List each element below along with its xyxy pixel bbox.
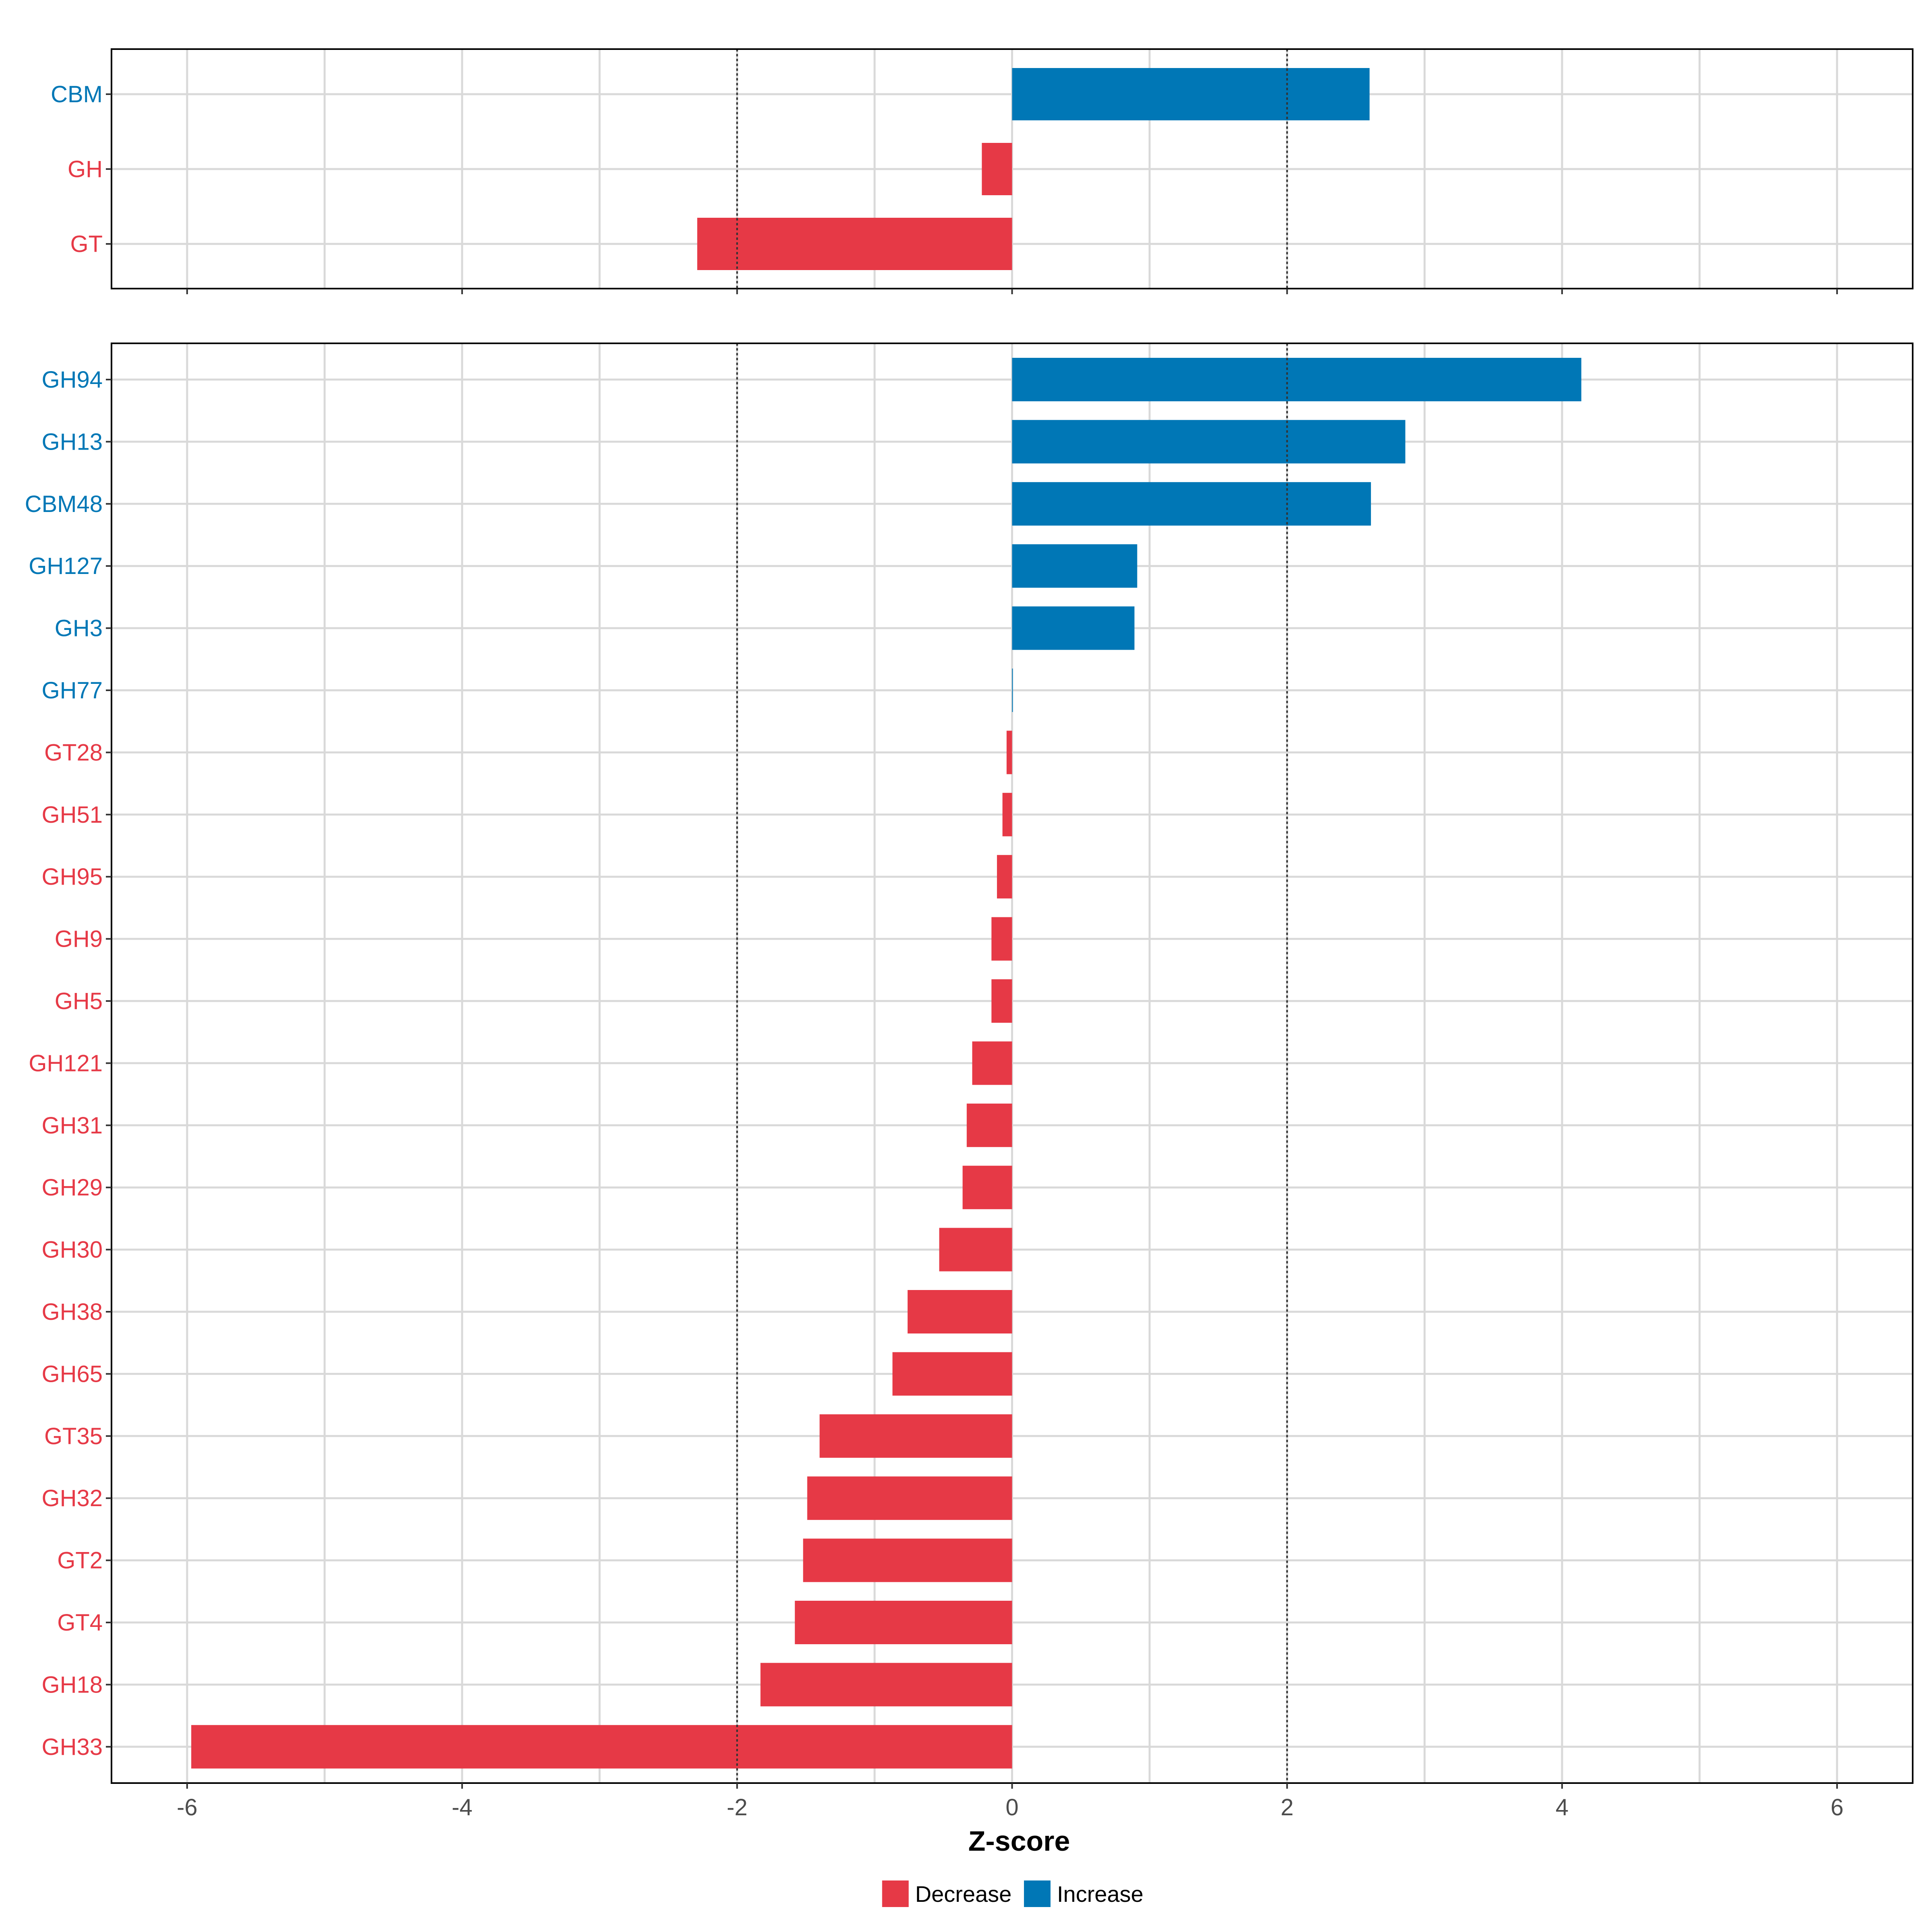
bar-gh <box>982 143 1012 195</box>
x-tick-label: 6 <box>1831 1794 1843 1821</box>
bar-gh32 <box>807 1476 1012 1520</box>
y-tick-label-gh5: GH5 <box>55 988 103 1014</box>
y-tick-label-gt2: GT2 <box>57 1548 103 1574</box>
bar-gh18 <box>760 1663 1012 1707</box>
y-tick-label-gh51: GH51 <box>41 802 103 828</box>
y-tick-label-gh29: GH29 <box>41 1174 103 1201</box>
y-tick-label-gh77: GH77 <box>41 677 103 704</box>
legend-label-increase: Increase <box>1057 1881 1144 1907</box>
bar-cbm48 <box>1012 482 1371 526</box>
bar-gh33 <box>191 1725 1012 1769</box>
x-tick-label: 0 <box>1005 1794 1018 1821</box>
y-tick-label-gt28: GT28 <box>44 739 103 766</box>
y-tick-label-gt35: GT35 <box>44 1423 103 1449</box>
bar-gh3 <box>1012 606 1135 650</box>
y-tick-label-cbm48: CBM48 <box>25 491 103 517</box>
y-tick-label-gh18: GH18 <box>41 1672 103 1698</box>
bar-gt <box>697 218 1012 270</box>
y-tick-label-gh127: GH127 <box>29 553 103 579</box>
bar-gh94 <box>1012 358 1581 401</box>
y-tick-label-gh: GH <box>68 156 103 182</box>
bar-gt35 <box>819 1414 1012 1458</box>
x-tick-label: -6 <box>177 1794 198 1821</box>
x-tick-label: -2 <box>727 1794 748 1821</box>
x-tick-label: 2 <box>1281 1794 1294 1821</box>
y-tick-label-gh31: GH31 <box>41 1113 103 1139</box>
y-tick-label-gh13: GH13 <box>41 429 103 455</box>
bar-gh121 <box>972 1041 1012 1085</box>
top-panel: CBM GH GT <box>51 48 1913 294</box>
legend-swatch-increase <box>1024 1880 1051 1907</box>
y-tick-label-gh30: GH30 <box>41 1237 103 1263</box>
bar-gh31 <box>966 1103 1012 1147</box>
bar-gt28 <box>1006 731 1012 774</box>
y-tick-label-gh32: GH32 <box>41 1485 103 1511</box>
y-tick-label-gh94: GH94 <box>41 367 103 393</box>
bar-gh13 <box>1012 420 1406 464</box>
y-tick-label-gh121: GH121 <box>29 1050 103 1076</box>
x-axis-title: Z-score <box>968 1825 1070 1857</box>
bar-gh5 <box>991 979 1012 1023</box>
y-tick-label-gh95: GH95 <box>41 864 103 890</box>
y-tick-label-gh9: GH9 <box>55 926 103 952</box>
bar-gt2 <box>803 1538 1012 1582</box>
bar-gh29 <box>962 1166 1012 1210</box>
bar-gh95 <box>997 855 1012 899</box>
bar-gh51 <box>1002 793 1012 836</box>
x-tick-label: 4 <box>1556 1794 1569 1821</box>
y-tick-label-gh3: GH3 <box>55 615 103 642</box>
legend-label-decrease: Decrease <box>915 1881 1012 1907</box>
y-tick-label-gh65: GH65 <box>41 1361 103 1387</box>
legend: Decrease Increase <box>882 1880 1144 1907</box>
x-tick-label: -4 <box>452 1794 473 1821</box>
bar-gt4 <box>795 1601 1012 1644</box>
bar-gh9 <box>991 917 1012 961</box>
y-tick-label-gh33: GH33 <box>41 1734 103 1760</box>
legend-swatch-decrease <box>882 1880 909 1907</box>
bar-cbm <box>1012 68 1370 120</box>
bar-gh38 <box>907 1290 1012 1333</box>
y-tick-label-gt: GT <box>70 231 103 257</box>
bar-gh127 <box>1012 544 1137 588</box>
bar-gh77 <box>1012 669 1013 712</box>
bottom-panel: GH94GH13CBM48GH127GH3GH77GT28GH51GH95GH9… <box>25 343 1913 1821</box>
bar-gh30 <box>939 1228 1012 1271</box>
y-tick-label-gt4: GT4 <box>57 1610 103 1636</box>
y-tick-label-cbm: CBM <box>51 81 103 107</box>
y-tick-label-gh38: GH38 <box>41 1299 103 1325</box>
bar-gh65 <box>892 1352 1012 1396</box>
